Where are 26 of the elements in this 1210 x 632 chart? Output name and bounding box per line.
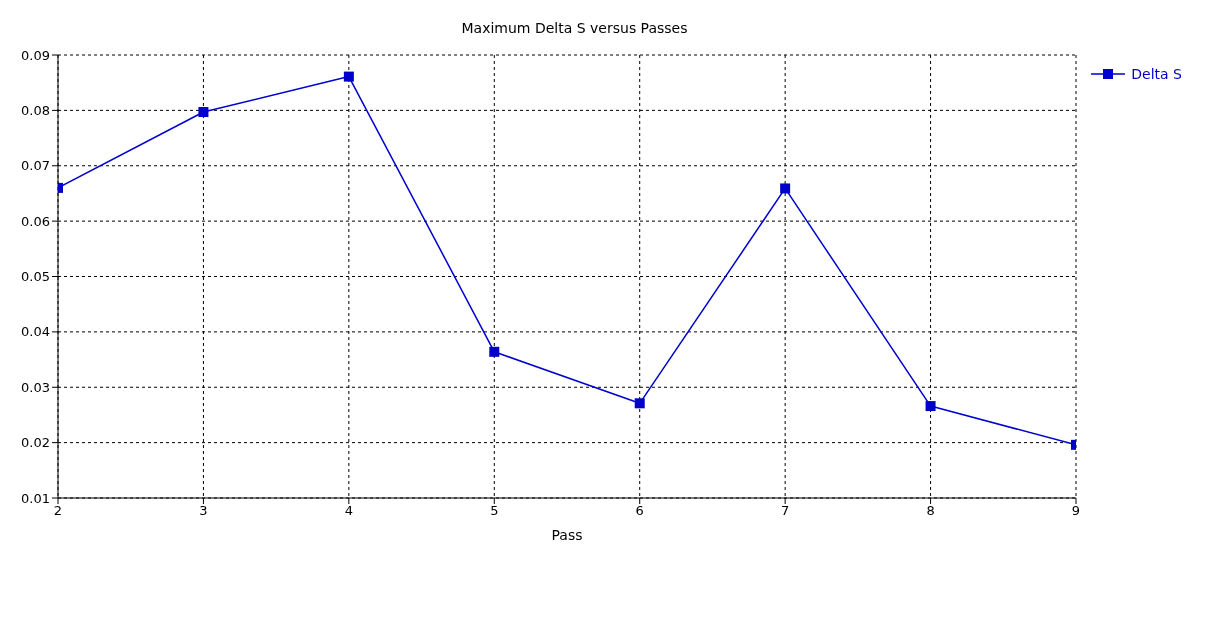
y-tick-label: 0.07 bbox=[21, 158, 50, 174]
x-tick-label: 5 bbox=[490, 503, 499, 519]
x-tick-label: 4 bbox=[344, 503, 353, 519]
y-tick-label: 0.04 bbox=[21, 324, 50, 340]
point bbox=[925, 401, 936, 412]
x-tick-label: 7 bbox=[781, 503, 790, 519]
y-tick-label: 0.02 bbox=[21, 435, 50, 451]
legend-label: Delta S bbox=[1131, 66, 1182, 82]
y-tick-label: 0.03 bbox=[21, 379, 50, 395]
point bbox=[634, 398, 645, 409]
x-tick-label: 8 bbox=[926, 503, 935, 519]
x-tick-label: 6 bbox=[635, 503, 644, 519]
x-axis-title: Pass bbox=[551, 526, 583, 543]
x-tick-label: 3 bbox=[199, 503, 208, 519]
point bbox=[343, 71, 354, 82]
y-tick-label: 0.05 bbox=[21, 269, 50, 285]
point bbox=[489, 346, 500, 357]
x-tick-label: 9 bbox=[1071, 503, 1081, 519]
y-tick-label: 0.06 bbox=[21, 213, 50, 229]
point bbox=[780, 183, 791, 194]
y-tick-label: 0.09 bbox=[21, 47, 50, 63]
chart-title: Maximum Delta S versus Passes bbox=[460, 20, 689, 36]
y-tick-label: 0.08 bbox=[21, 102, 50, 118]
point bbox=[198, 107, 209, 118]
y-tick-label: 0.01 bbox=[21, 490, 50, 506]
x-tick-label: 2 bbox=[53, 503, 63, 519]
